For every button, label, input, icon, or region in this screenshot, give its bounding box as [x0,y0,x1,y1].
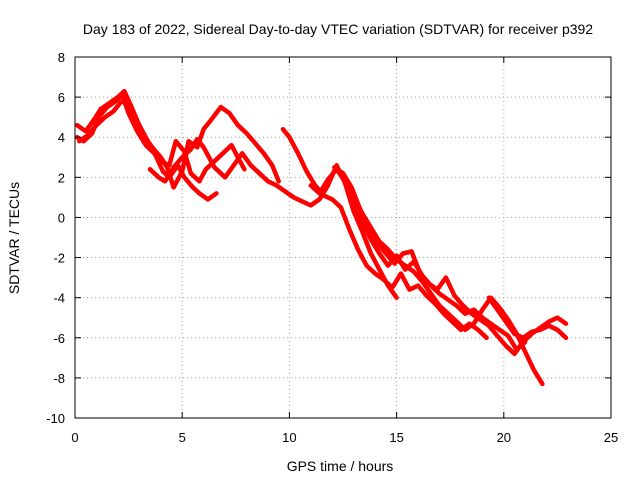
plot-frame [74,56,612,419]
x-tick-label: 20 [497,430,511,445]
axis-ticks: 0 5 10 15 20 25 -10 -8 -6 -4 -2 0 2 4 6 8 [46,50,618,445]
data-series [74,88,569,387]
series-arc-6 [308,167,528,353]
y-tick-label: 4 [58,130,65,145]
y-tick-label: 2 [58,170,65,185]
y-tick-label: -10 [46,411,65,426]
x-tick-label: 5 [179,430,186,445]
y-tick-label: -2 [53,251,65,266]
series-arc-9 [486,295,569,341]
y-tick-label: 0 [58,210,65,225]
x-tick-label: 0 [71,430,78,445]
x-tick-label: 10 [282,430,296,445]
y-tick-label: 8 [58,50,65,65]
series-arc-7 [332,165,569,357]
y-tick-label: -4 [53,291,65,306]
y-axis-label: SDTVAR / TECUs [6,182,22,294]
y-tick-label: 6 [58,90,65,105]
series-arc-5 [280,126,489,341]
x-tick-label: 25 [604,430,618,445]
x-axis-label: GPS time / hours [287,458,394,474]
x-tick-label: 15 [389,430,403,445]
chart-title: Day 183 of 2022, Sidereal Day-to-day VTE… [83,21,593,37]
series-arc-3 [77,96,281,190]
series-arc-4 [147,136,399,300]
y-tick-label: -6 [53,331,65,346]
y-tick-label: -8 [53,371,65,386]
series-arc-8 [351,195,545,387]
